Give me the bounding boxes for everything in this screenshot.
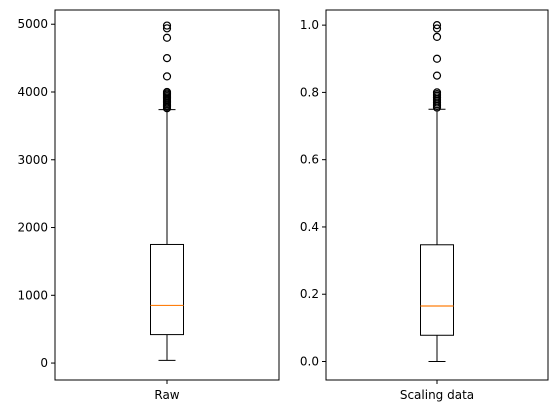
outlier-point-raw xyxy=(162,54,172,63)
y-tick-label-scaling: 0.8 xyxy=(300,85,319,99)
y-tick-label-scaling: 0.2 xyxy=(300,287,319,301)
iqr-box-raw xyxy=(150,243,184,336)
iqr-box-scaling xyxy=(420,244,454,336)
outlier-point-scaling xyxy=(432,54,442,63)
outlier-point-scaling xyxy=(432,88,442,97)
plot-area-raw xyxy=(150,21,184,361)
y-tick-label-scaling: 0.0 xyxy=(300,355,319,369)
y-tick-label-raw: 5000 xyxy=(17,17,48,31)
x-tick-label-raw: Raw xyxy=(154,388,179,402)
outlier-point-scaling xyxy=(432,24,442,33)
outlier-point-raw xyxy=(162,33,172,42)
y-tick-label-raw: 1000 xyxy=(17,288,48,302)
axes-scaling: 0.0 0.2 0.4 0.6 0.8 1.0 Scaling data xyxy=(300,9,549,402)
y-tick-label-raw: 3000 xyxy=(17,153,48,167)
y-ticks-scaling: 0.0 0.2 0.4 0.6 0.8 1.0 xyxy=(300,18,438,384)
y-tick-label-scaling: 1.0 xyxy=(300,18,319,32)
outlier-point-scaling xyxy=(432,71,442,80)
outlier-point-raw xyxy=(162,24,172,33)
outlier-point-scaling xyxy=(432,21,442,30)
y-tick-label-scaling: 0.4 xyxy=(300,220,319,234)
axes-raw: 0 1000 2000 3000 4000 5000 Raw xyxy=(17,9,280,402)
x-tick-label-scaling: Scaling data xyxy=(400,388,474,402)
y-tick-label-raw: 0 xyxy=(40,356,48,370)
y-tick-label-raw: 4000 xyxy=(17,85,48,99)
y-tick-label-raw: 2000 xyxy=(17,221,48,235)
y-ticks-raw: 0 1000 2000 3000 4000 5000 xyxy=(17,17,168,384)
outlier-point-raw xyxy=(162,87,172,97)
outlier-point-raw xyxy=(162,72,172,81)
plot-area-scaling xyxy=(420,21,454,362)
outlier-point-scaling xyxy=(432,32,442,42)
y-tick-label-scaling: 0.6 xyxy=(300,153,319,167)
outlier-point-raw xyxy=(162,21,172,30)
